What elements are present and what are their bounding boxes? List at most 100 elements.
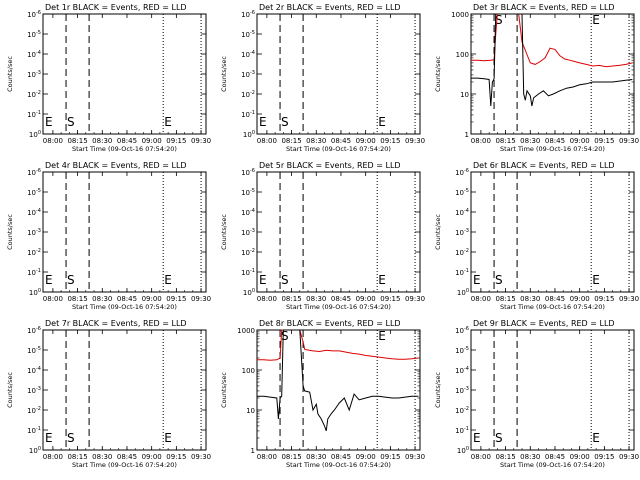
- y-tick-label: 10-4: [455, 366, 469, 375]
- x-tick-label: 08:15: [281, 453, 301, 461]
- y-tick-label: 10-3: [241, 228, 255, 237]
- end-marker: E: [473, 273, 481, 287]
- panel-9r: Det 9r BLACK = Events, RED = LLD 08:00 08:…: [434, 319, 639, 469]
- start-marker: S: [281, 329, 289, 343]
- x-tick-label: 09:15: [166, 295, 186, 303]
- panel-2r: Det 2r BLACK = Events, RED = LLD 08:00 08:…: [220, 3, 425, 153]
- x-tick-label: 09:15: [166, 137, 186, 145]
- y-tick-label: 10-2: [27, 90, 41, 99]
- y-tick-label: 10-2: [241, 90, 255, 99]
- y-tick-label: 10-1: [241, 110, 255, 119]
- x-tick-label: 09:00: [570, 137, 590, 145]
- start-marker: S: [67, 273, 75, 287]
- series-line: [471, 13, 633, 107]
- start-marker: S: [495, 13, 503, 27]
- x-tick-label: 08:15: [67, 137, 87, 145]
- y-tick-label: 10-6: [27, 168, 41, 177]
- x-tick-label: 08:00: [257, 137, 277, 145]
- y-tick-label: 10-6: [27, 10, 41, 19]
- y-tick-label: 1000: [237, 327, 255, 335]
- y-tick-label: 10-6: [241, 10, 255, 19]
- x-tick-label: 08:00: [257, 453, 277, 461]
- x-tick-label: 08:30: [306, 295, 326, 303]
- x-tick-label: 08:00: [471, 295, 491, 303]
- end-marker: E: [259, 115, 267, 129]
- panel-title: Det 2r BLACK = Events, RED = LLD: [259, 3, 401, 12]
- x-tick-label: 09:00: [356, 295, 376, 303]
- end-marker: E: [473, 431, 481, 445]
- y-tick-label: 100: [243, 130, 255, 139]
- panel-title: Det 1r BLACK = Events, RED = LLD: [45, 3, 187, 12]
- x-tick-label: 08:45: [331, 295, 351, 303]
- x-tick-label: 08:00: [43, 295, 63, 303]
- y-tick-label: 10-4: [455, 208, 469, 217]
- y-tick-label: 10-5: [241, 188, 255, 197]
- x-tick-label: 09:00: [356, 453, 376, 461]
- y-tick-label: 10-3: [455, 386, 469, 395]
- panel-8r: Det 8r BLACK = Events, RED = LLD 08:00 08:…: [220, 319, 425, 469]
- x-tick-label: 09:30: [619, 137, 639, 145]
- x-tick-label: 08:00: [43, 137, 63, 145]
- y-tick-label: 10-4: [27, 208, 41, 217]
- x-tick-label: 08:30: [92, 137, 112, 145]
- end-marker: E: [378, 273, 386, 287]
- end-marker: E: [592, 431, 600, 445]
- x-tick-label: 09:30: [191, 453, 211, 461]
- x-tick-label: 09:15: [380, 453, 400, 461]
- x-tick-label: 08:30: [92, 295, 112, 303]
- y-axis-label: Counts/sec: [434, 56, 442, 92]
- y-tick-label: 1000: [451, 11, 469, 19]
- x-tick-label: 08:45: [117, 137, 137, 145]
- y-axis-label: Counts/sec: [220, 214, 228, 250]
- y-tick-label: 100: [456, 51, 469, 59]
- end-marker: E: [45, 115, 53, 129]
- panel-3r: Det 3r BLACK = Events, RED = LLD 08:00 08:…: [434, 3, 639, 153]
- y-tick-label: 10: [246, 407, 255, 415]
- x-tick-label: 08:45: [331, 137, 351, 145]
- x-tick-label: 09:30: [405, 453, 425, 461]
- y-tick-label: 100: [29, 130, 41, 139]
- y-tick-label: 10-5: [27, 30, 41, 39]
- y-tick-label: 1: [465, 131, 469, 139]
- y-axis-label: Counts/sec: [220, 56, 228, 92]
- x-tick-label: 08:00: [471, 453, 491, 461]
- y-tick-label: 10-5: [27, 346, 41, 355]
- x-axis-label: Start Time (09-Oct-16 07:54:20): [286, 303, 391, 311]
- y-tick-label: 10-1: [27, 110, 41, 119]
- y-tick-label: 10-4: [241, 50, 255, 59]
- y-tick-label: 10-1: [27, 426, 41, 435]
- x-tick-label: 09:00: [142, 295, 162, 303]
- start-marker: S: [495, 273, 503, 287]
- end-marker: E: [378, 329, 386, 343]
- y-axis-label: Counts/sec: [220, 372, 228, 408]
- series-line: [257, 329, 419, 361]
- panel-title: Det 5r BLACK = Events, RED = LLD: [259, 161, 401, 170]
- x-tick-label: 08:45: [545, 295, 565, 303]
- start-marker: S: [495, 431, 503, 445]
- x-tick-label: 08:15: [495, 137, 515, 145]
- y-tick-label: 10-2: [455, 248, 469, 257]
- y-tick-label: 10-4: [27, 366, 41, 375]
- x-tick-label: 08:15: [495, 295, 515, 303]
- x-tick-label: 08:15: [67, 453, 87, 461]
- x-axis-label: Start Time (09-Oct-16 07:54:20): [500, 461, 605, 469]
- y-tick-label: 10-1: [241, 268, 255, 277]
- plot-frame: [256, 329, 421, 451]
- x-tick-label: 08:00: [471, 137, 491, 145]
- plot-frame: [470, 13, 635, 135]
- x-tick-label: 09:30: [619, 453, 639, 461]
- x-axis-label: Start Time (09-Oct-16 07:54:20): [286, 145, 391, 153]
- x-tick-label: 08:45: [117, 453, 137, 461]
- y-tick-label: 10-6: [241, 168, 255, 177]
- y-tick-label: 10-6: [27, 326, 41, 335]
- panel-title: Det 6r BLACK = Events, RED = LLD: [473, 161, 615, 170]
- y-tick-label: 10: [460, 91, 469, 99]
- x-axis-label: Start Time (09-Oct-16 07:54:20): [72, 303, 177, 311]
- y-axis-label: Counts/sec: [6, 372, 14, 408]
- y-tick-label: 100: [457, 288, 469, 297]
- x-tick-label: 09:30: [405, 295, 425, 303]
- x-tick-label: 08:45: [545, 137, 565, 145]
- panel-7r: Det 7r BLACK = Events, RED = LLD 08:00 08:…: [6, 319, 211, 469]
- x-tick-label: 08:00: [257, 295, 277, 303]
- end-marker: E: [164, 273, 172, 287]
